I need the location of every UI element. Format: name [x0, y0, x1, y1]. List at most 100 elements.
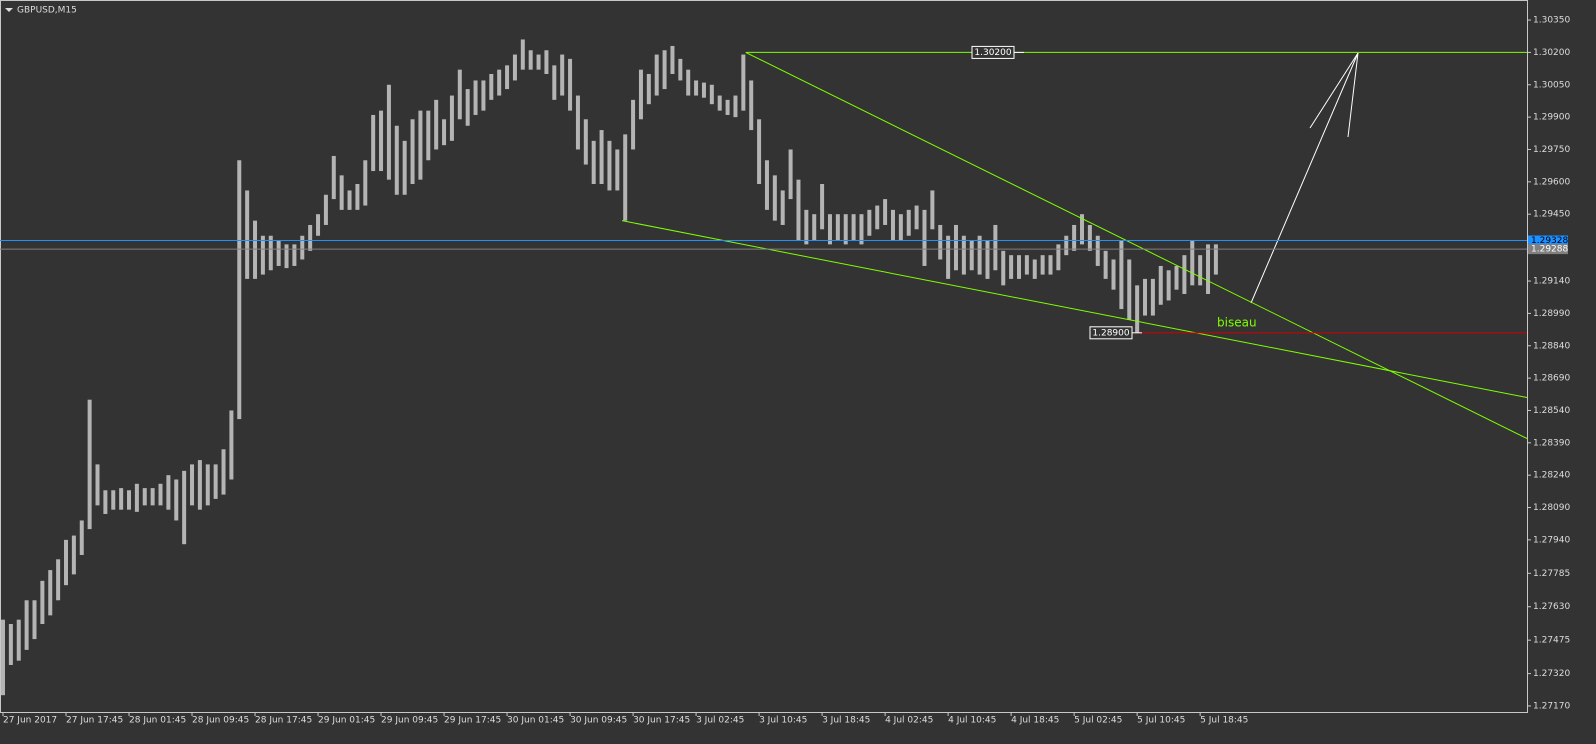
- price-bar: [835, 214, 840, 241]
- price-bar: [1206, 244, 1211, 294]
- price-bar: [268, 235, 273, 271]
- price-bar: [520, 39, 525, 70]
- price-bar: [276, 240, 281, 266]
- price-bar: [654, 54, 659, 96]
- price-bar: [40, 580, 45, 624]
- menu-arrow[interactable]: [5, 8, 13, 12]
- x-tick-label: 3 Jul 02:45: [696, 716, 744, 726]
- price-bar: [1111, 259, 1116, 290]
- y-tick-label: 1.27785: [1533, 569, 1570, 579]
- price-bar: [95, 464, 100, 506]
- price-bar: [8, 623, 13, 665]
- price-bar: [1032, 259, 1037, 279]
- price-bar: [300, 235, 305, 260]
- price-bar: [497, 69, 502, 96]
- price-bar: [1182, 255, 1187, 294]
- price-bar: [1150, 278, 1155, 316]
- price-bar: [371, 114, 376, 172]
- price-bar: [260, 235, 265, 275]
- price-bar: [245, 190, 250, 279]
- price-bar: [103, 490, 108, 514]
- price-bar: [205, 464, 210, 506]
- price-bar: [906, 209, 911, 236]
- price-bar: [402, 140, 407, 195]
- arrow-shaft: [1250, 52, 1359, 304]
- price-bar: [505, 65, 510, 90]
- y-tick-label: 1.29600: [1533, 177, 1570, 187]
- price-bar: [812, 214, 817, 241]
- price-bar: [363, 160, 368, 206]
- price-bar: [355, 183, 360, 210]
- price-bar: [1174, 265, 1179, 290]
- price-bar: [946, 235, 951, 279]
- price-bar: [552, 65, 557, 100]
- x-tick-label: 5 Jul 10:45: [1137, 716, 1185, 726]
- y-tick-label: 1.28990: [1533, 309, 1570, 319]
- price-bar: [568, 58, 573, 111]
- x-tick-label: 4 Jul 18:45: [1011, 716, 1059, 726]
- price-label-box: [1528, 244, 1568, 255]
- price-bar: [1119, 240, 1124, 310]
- price-bar: [725, 99, 730, 115]
- price-bar: [48, 570, 53, 616]
- y-tick-label: 1.30050: [1533, 80, 1570, 90]
- price-bar: [150, 488, 155, 506]
- x-tick-label: 28 Jun 01:45: [129, 716, 186, 726]
- price-bar: [32, 600, 37, 640]
- price-bar: [79, 520, 84, 555]
- y-tick-label: 1.28240: [1533, 471, 1570, 481]
- price-bar: [961, 235, 966, 275]
- price-bar: [457, 69, 462, 120]
- price-bar: [914, 205, 919, 230]
- x-tick-label: 5 Jul 02:45: [1074, 716, 1122, 726]
- price-bar: [418, 110, 423, 180]
- y-tick-label: 1.28090: [1533, 503, 1570, 513]
- price-bar: [197, 460, 202, 510]
- price-bar: [174, 479, 179, 521]
- price-bar: [1143, 278, 1148, 316]
- price-bar: [843, 214, 848, 245]
- price-bar: [599, 130, 604, 184]
- y-tick-label: 1.30350: [1533, 16, 1570, 26]
- price-bar: [1040, 255, 1045, 275]
- price-bar: [394, 125, 399, 195]
- price-bar: [56, 559, 61, 601]
- level-label: 1.28900: [1092, 328, 1129, 338]
- price-bar: [237, 160, 242, 420]
- price-bar: [890, 209, 895, 241]
- price-bar: [780, 190, 785, 225]
- price-bar: [757, 119, 762, 184]
- price-bar: [323, 194, 328, 225]
- price-bar: [820, 183, 825, 230]
- price-bar: [717, 95, 722, 111]
- x-tick-label: 29 Jun 09:45: [381, 716, 438, 726]
- forecast-arrow: [1250, 52, 1359, 304]
- y-tick-label: 1.27320: [1533, 669, 1570, 679]
- price-bar: [253, 220, 258, 279]
- price-bar: [607, 140, 612, 191]
- price-bar: [686, 69, 691, 96]
- price-bar: [662, 50, 667, 90]
- chart-title: GBPUSD,M15: [17, 6, 77, 16]
- price-bar: [1072, 224, 1077, 251]
- x-tick-label: 30 Jun 17:45: [633, 716, 690, 726]
- price-bar: [347, 190, 352, 210]
- annotation: biseau: [1217, 316, 1257, 330]
- y-tick-label: 1.27475: [1533, 636, 1570, 646]
- x-tick-label: 27 Jun 17:45: [66, 716, 123, 726]
- price-bar: [449, 95, 454, 141]
- y-tick-label: 1.29140: [1533, 277, 1570, 287]
- price-bar: [182, 470, 187, 545]
- price-bar: [87, 399, 92, 530]
- price-bar: [473, 80, 478, 115]
- level-label: 1.30200: [974, 48, 1011, 58]
- price-bar: [1103, 250, 1108, 279]
- price-bar: [489, 73, 494, 100]
- price-bar: [591, 140, 596, 184]
- price-bar: [1198, 255, 1203, 286]
- price-bar: [528, 50, 533, 70]
- price-bar: [142, 488, 147, 506]
